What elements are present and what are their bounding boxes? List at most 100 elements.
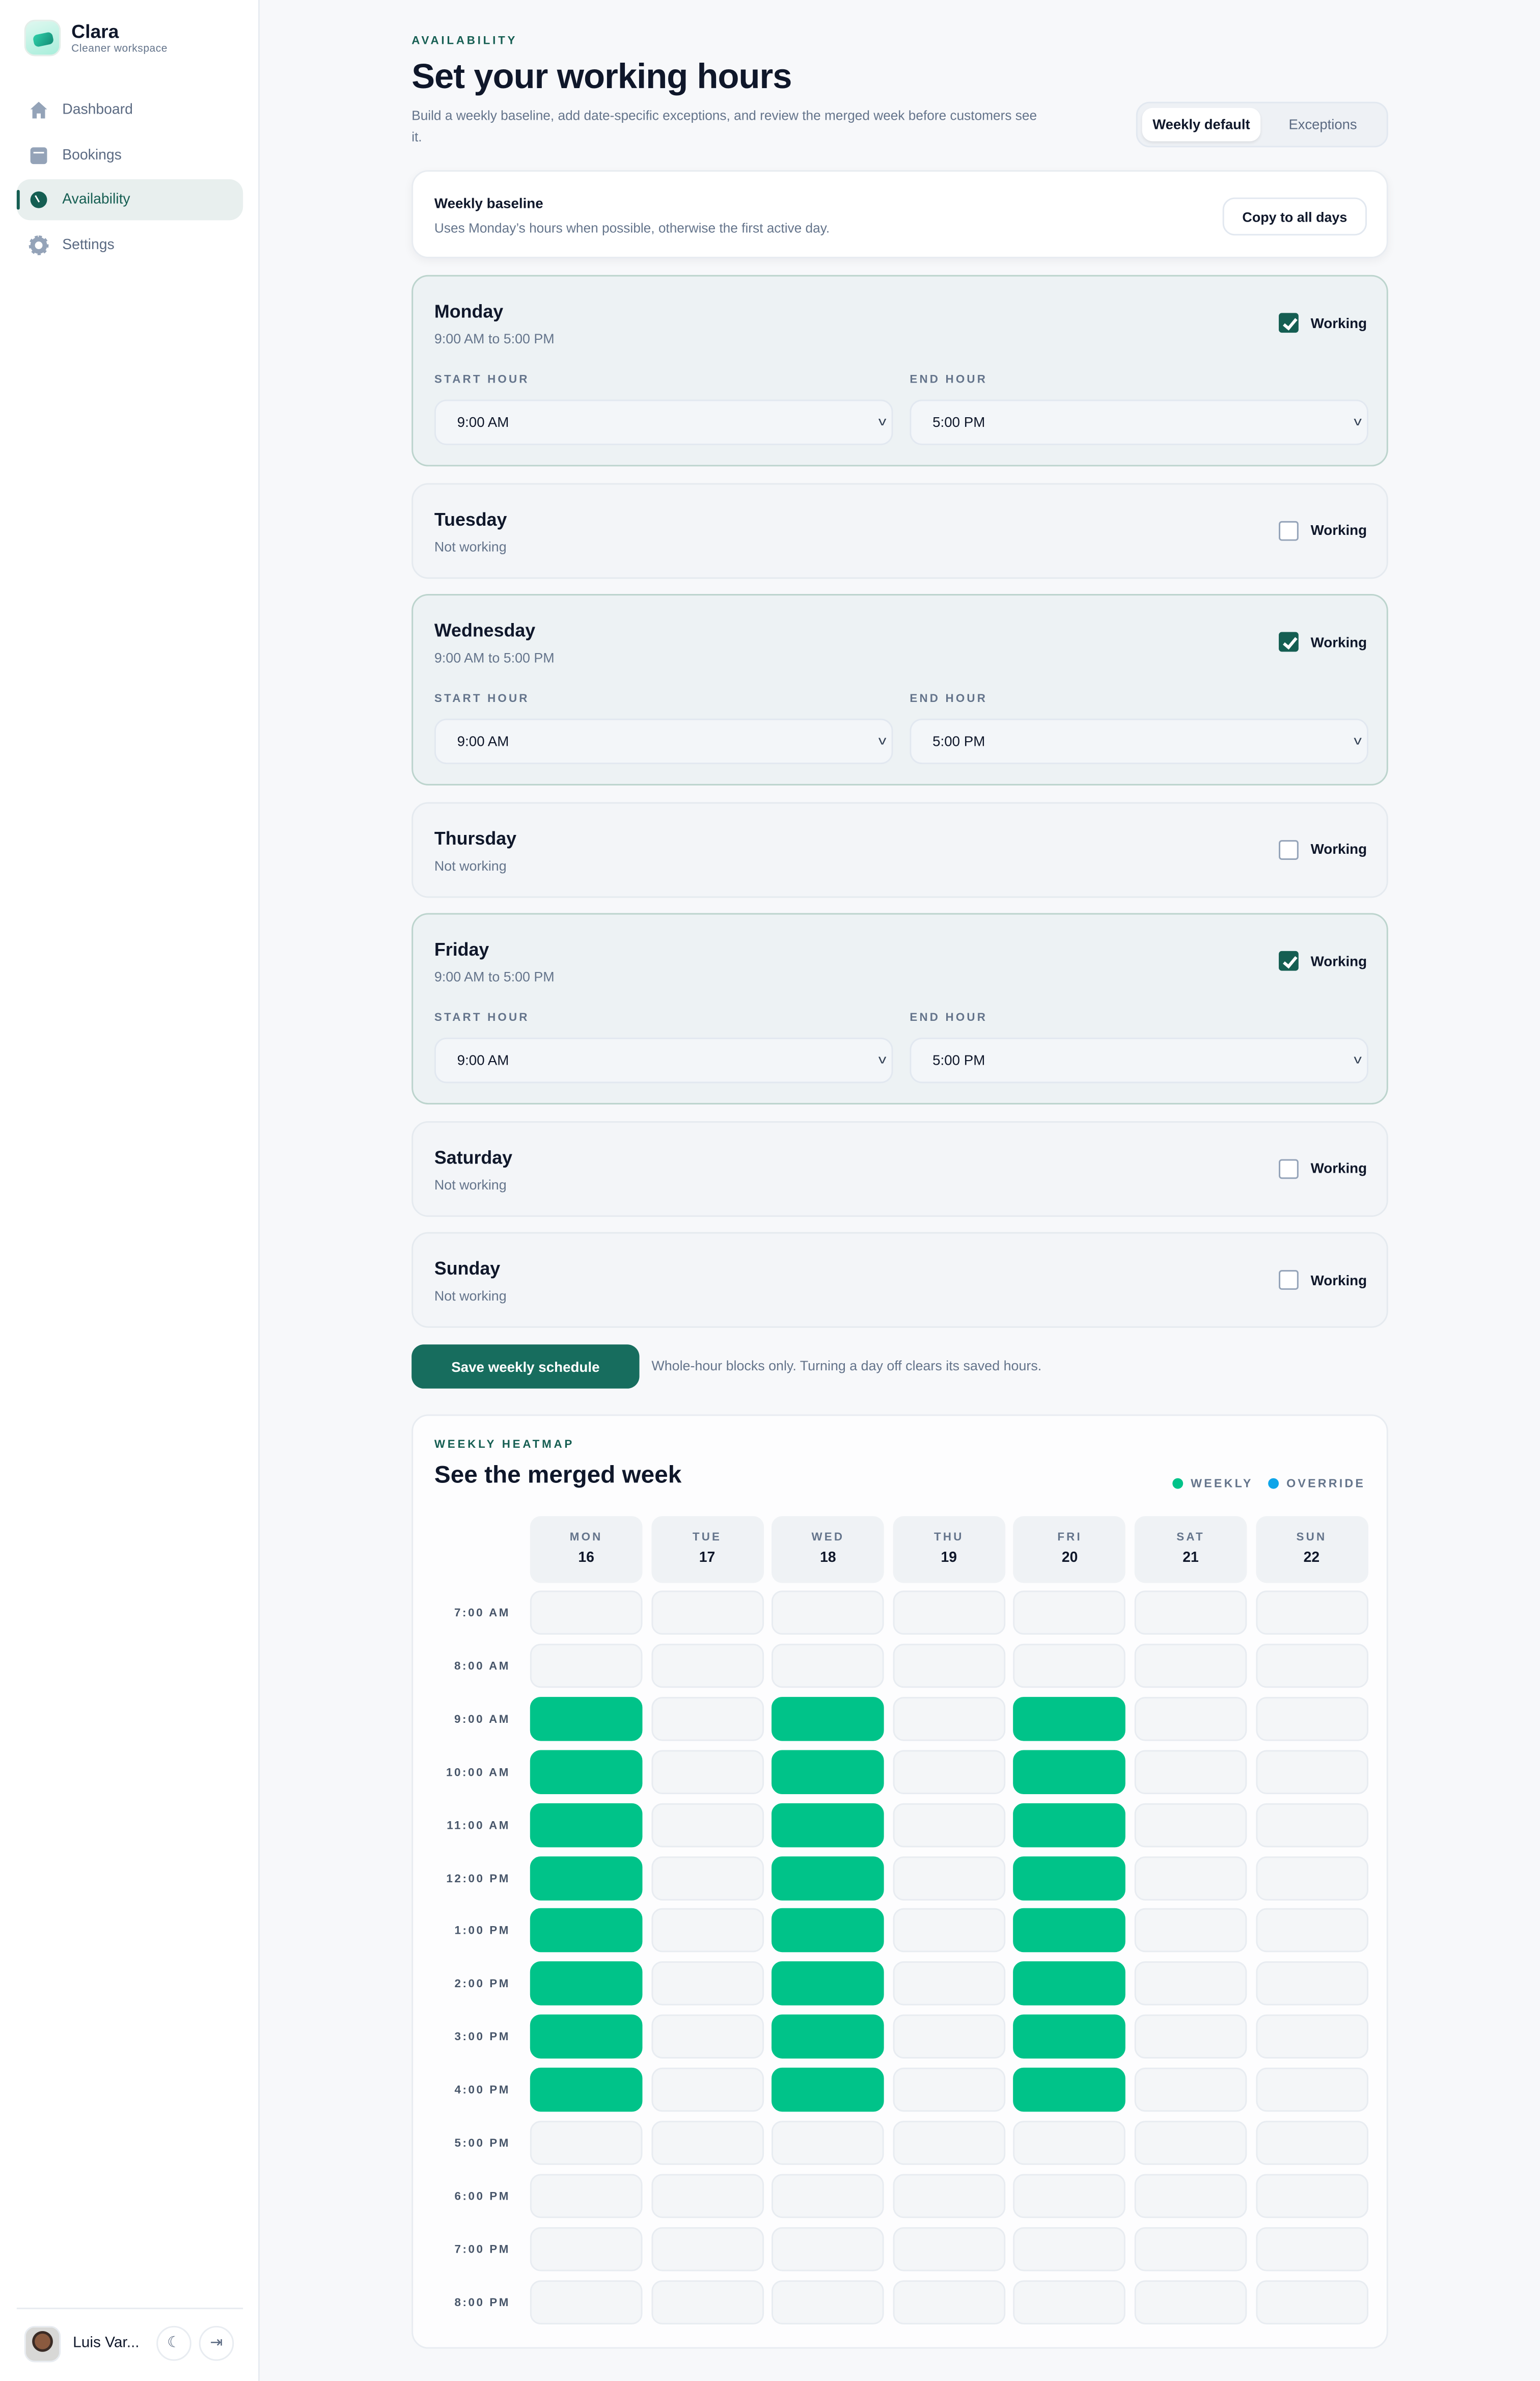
heatmap-row-label: 7:00 AM (454, 1606, 511, 1620)
day-name: Tuesday (434, 508, 507, 530)
heatmap-column-header: WED 18 (772, 1516, 885, 1583)
chevron-down-icon: v (878, 734, 887, 748)
day-summary: 9:00 AM to 5:00 PM (434, 331, 555, 346)
moon-icon: ☾ (167, 2335, 181, 2352)
checkbox-icon[interactable] (1279, 839, 1299, 859)
end-hour-select-wednesday[interactable]: 5:00 PM v (910, 718, 1369, 765)
theme-toggle-button[interactable]: ☾ (156, 2325, 191, 2361)
day-card-monday: Monday 9:00 AM to 5:00 PM Working START H… (411, 275, 1388, 467)
override-dot-icon (1268, 1477, 1279, 1489)
heatmap-cell (651, 1802, 763, 1847)
day-name: Sunday (434, 1258, 501, 1280)
sidebar-item-availability[interactable]: Availability (16, 179, 243, 221)
working-checkbox-tuesday[interactable]: Working (1279, 520, 1367, 540)
heatmap-cell (1255, 1802, 1368, 1847)
heatmap-cell-weekly (530, 1802, 643, 1847)
sidebar-nav: Dashboard Bookings Availability Settings (16, 90, 243, 269)
heatmap-cell-weekly (1013, 2068, 1126, 2112)
heatmap-row-label: 8:00 AM (454, 1659, 511, 1673)
heatmap-cell (892, 2280, 1005, 2324)
checkbox-icon[interactable] (1279, 951, 1299, 971)
logout-button[interactable]: ⇥ (199, 2325, 234, 2361)
baseline-description: Uses Monday’s hours when possible, other… (434, 220, 830, 236)
checkbox-icon[interactable] (1279, 313, 1299, 333)
tab-exceptions[interactable]: Exceptions (1288, 117, 1357, 132)
sidebar-item-label: Availability (62, 191, 130, 208)
day-summary: 9:00 AM to 5:00 PM (434, 969, 555, 985)
heatmap-cell (1255, 1855, 1368, 1900)
page-description: Build a weekly baseline, add date-specif… (411, 107, 1037, 144)
heatmap-column-header: FRI 20 (1013, 1516, 1126, 1583)
sidebar-item-dashboard[interactable]: Dashboard (17, 90, 243, 131)
start-hour-select-wednesday[interactable]: 9:00 AM v (434, 718, 893, 765)
heatmap-cell (651, 2280, 763, 2324)
end-hour-select-friday[interactable]: 5:00 PM v (910, 1037, 1369, 1084)
heatmap-cell (1134, 2015, 1247, 2059)
heatmap-row-label: 9:00 AM (454, 1712, 511, 1726)
heatmap-cell (1134, 1643, 1247, 1688)
heatmap-cell (892, 1696, 1005, 1741)
heatmap-cell-weekly (530, 1908, 643, 1953)
working-checkbox-saturday[interactable]: Working (1279, 1158, 1367, 1178)
logo (24, 19, 61, 57)
heatmap-cell (772, 2280, 885, 2324)
working-checkbox-wednesday[interactable]: Working (1279, 632, 1367, 652)
heatmap-cell (1134, 1590, 1247, 1635)
brand-name: Clara (71, 21, 119, 43)
avatar[interactable] (24, 2325, 61, 2363)
sidebar-item-bookings[interactable]: Bookings (17, 134, 243, 176)
checkbox-icon[interactable] (1279, 632, 1299, 652)
heatmap-cell-weekly (1013, 1908, 1126, 1953)
brand: Clara Cleaner workspace (71, 21, 168, 55)
working-label: Working (1310, 1160, 1367, 1176)
heatmap-cell (772, 2121, 885, 2165)
column-day: TUE (692, 1530, 722, 1544)
column-date: 21 (1182, 1549, 1199, 1566)
save-weekly-schedule-button[interactable]: Save weekly schedule (411, 1344, 640, 1389)
heatmap-cell (1134, 2121, 1247, 2165)
heatmap-cell (651, 2121, 763, 2165)
heatmap-cell (1134, 1749, 1247, 1794)
working-checkbox-thursday[interactable]: Working (1279, 839, 1367, 859)
start-hour-select-monday[interactable]: 9:00 AM v (434, 399, 893, 445)
sidebar-item-label: Dashboard (62, 101, 133, 119)
heatmap-eyebrow: WEEKLY HEATMAP (434, 1437, 575, 1451)
heatmap-row-label: 6:00 PM (454, 2189, 511, 2203)
checkbox-icon[interactable] (1279, 1158, 1299, 1178)
start-hour-value: 9:00 AM (457, 415, 509, 430)
heatmap-cell-weekly (772, 1696, 885, 1741)
heatmap-cell-weekly (530, 2015, 643, 2059)
sidebar-item-settings[interactable]: Settings (17, 224, 243, 265)
working-checkbox-friday[interactable]: Working (1279, 951, 1367, 971)
heatmap-row-label: 11:00 AM (447, 1818, 511, 1832)
copy-to-all-days-button[interactable]: Copy to all days (1222, 197, 1367, 236)
heatmap-cell-weekly (772, 2068, 885, 2112)
start-hour-label: START HOUR (434, 372, 530, 386)
legend-weekly: WEEKLY (1172, 1477, 1253, 1491)
heatmap-cell (1255, 2121, 1368, 2165)
checkbox-icon[interactable] (1279, 1270, 1299, 1290)
heatmap-cell (892, 1590, 1005, 1635)
heatmap-cell (651, 2227, 763, 2271)
end-hour-value: 5:00 PM (932, 1052, 985, 1068)
heatmap-cell (530, 1590, 643, 1635)
heatmap-row-label: 5:00 PM (454, 2136, 511, 2150)
heatmap-cell (651, 1961, 763, 2006)
weekly-baseline-card: Weekly baseline Uses Monday’s hours when… (411, 170, 1388, 258)
heatmap-row-label: 3:00 PM (454, 2030, 511, 2044)
start-hour-select-friday[interactable]: 9:00 AM v (434, 1037, 893, 1084)
heatmap-cell (530, 2227, 643, 2271)
heatmap-cell-weekly (772, 1749, 885, 1794)
heatmap-cell-weekly (772, 2015, 885, 2059)
heatmap-cell-weekly (530, 1696, 643, 1741)
heatmap-cell (892, 2227, 1005, 2271)
start-hour-value: 9:00 AM (457, 1052, 509, 1068)
checkbox-icon[interactable] (1279, 520, 1299, 540)
end-hour-select-monday[interactable]: 5:00 PM v (910, 399, 1369, 445)
end-hour-label: END HOUR (910, 1010, 988, 1024)
working-checkbox-monday[interactable]: Working (1279, 313, 1367, 333)
column-date: 18 (820, 1549, 836, 1566)
working-checkbox-sunday[interactable]: Working (1279, 1270, 1367, 1290)
day-name: Monday (434, 301, 504, 322)
tab-weekly-default[interactable]: Weekly default (1142, 107, 1261, 142)
